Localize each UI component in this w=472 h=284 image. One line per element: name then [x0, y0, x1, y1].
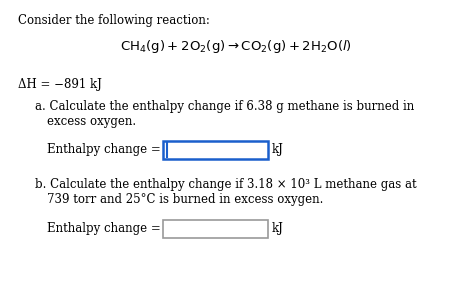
Text: 739 torr and 25°C is burned in excess oxygen.: 739 torr and 25°C is burned in excess ox… [47, 193, 323, 206]
Text: kJ: kJ [272, 222, 284, 235]
Text: $\mathregular{CH_4(g) + 2O_2(g) \rightarrow CO_2(g) + 2H_2O(\mathit{l})}$: $\mathregular{CH_4(g) + 2O_2(g) \rightar… [120, 38, 352, 55]
FancyBboxPatch shape [163, 220, 268, 238]
Text: Enthalpy change =: Enthalpy change = [47, 222, 165, 235]
Text: Enthalpy change =: Enthalpy change = [47, 143, 165, 156]
Text: a. Calculate the enthalpy change if 6.38 g methane is burned in: a. Calculate the enthalpy change if 6.38… [35, 100, 414, 113]
Text: Consider the following reaction:: Consider the following reaction: [18, 14, 210, 27]
Text: excess oxygen.: excess oxygen. [47, 115, 136, 128]
Text: kJ: kJ [272, 143, 284, 156]
FancyBboxPatch shape [163, 141, 268, 159]
Text: b. Calculate the enthalpy change if 3.18 × 10³ L methane gas at: b. Calculate the enthalpy change if 3.18… [35, 178, 417, 191]
Text: ΔH = −891 kJ: ΔH = −891 kJ [18, 78, 102, 91]
